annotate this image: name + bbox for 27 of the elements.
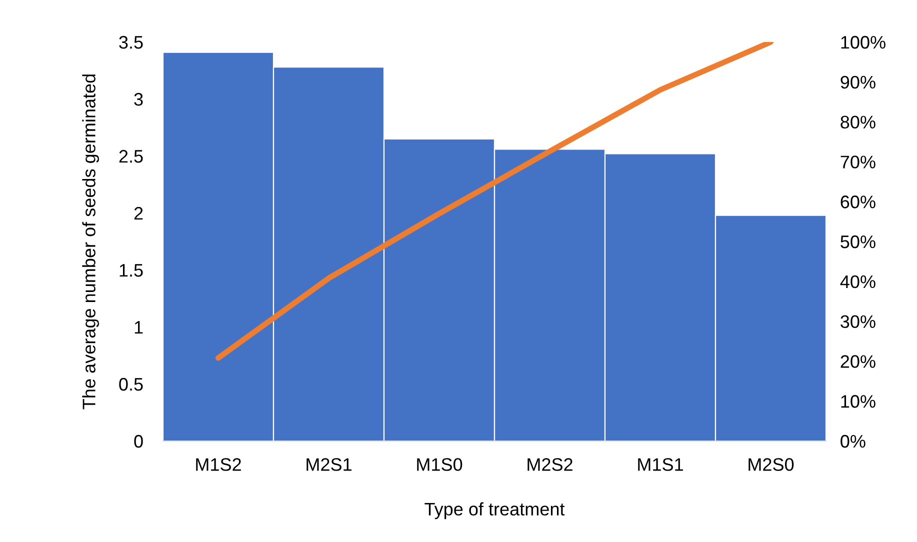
y-tick-label: 0.5 — [119, 378, 143, 391]
y2-tick-label: 70% — [840, 156, 876, 168]
y-tick-label: 0 — [134, 434, 143, 448]
x-tick-label: M2S1 — [306, 458, 352, 471]
y-axis-title: The average number of seeds germinated — [82, 74, 100, 410]
y2-tick-label: 90% — [840, 76, 876, 89]
y-tick-label: 3.5 — [119, 36, 143, 49]
y-tick-label: 2.5 — [119, 150, 143, 163]
y2-tick-label: 20% — [840, 355, 876, 368]
y2-tick-label: 40% — [840, 275, 876, 288]
y2-tick-label: 30% — [840, 315, 876, 328]
y-tick-label: 3 — [134, 92, 143, 106]
y2-tick-label: 50% — [840, 235, 876, 248]
y2-tick-label: 0% — [840, 434, 866, 448]
x-tick-label: M2S0 — [748, 458, 794, 471]
y-tick-label: 2 — [134, 206, 143, 220]
y2-tick-label: 10% — [841, 395, 876, 408]
y-tick-label: 1.5 — [120, 264, 143, 277]
x-axis-title: Type of treatment — [424, 502, 565, 520]
x-tick-label: M1S2 — [196, 458, 241, 471]
y2-tick-label: 60% — [840, 196, 876, 208]
x-tick-label: M1S1 — [638, 458, 683, 471]
y2-tick-label: 80% — [840, 116, 876, 129]
x-tick-label: M1S0 — [417, 458, 462, 471]
y-tick-label: 1 — [134, 321, 143, 334]
y2-tick-label: 100% — [841, 36, 886, 49]
x-tick-label: M2S2 — [528, 458, 572, 471]
